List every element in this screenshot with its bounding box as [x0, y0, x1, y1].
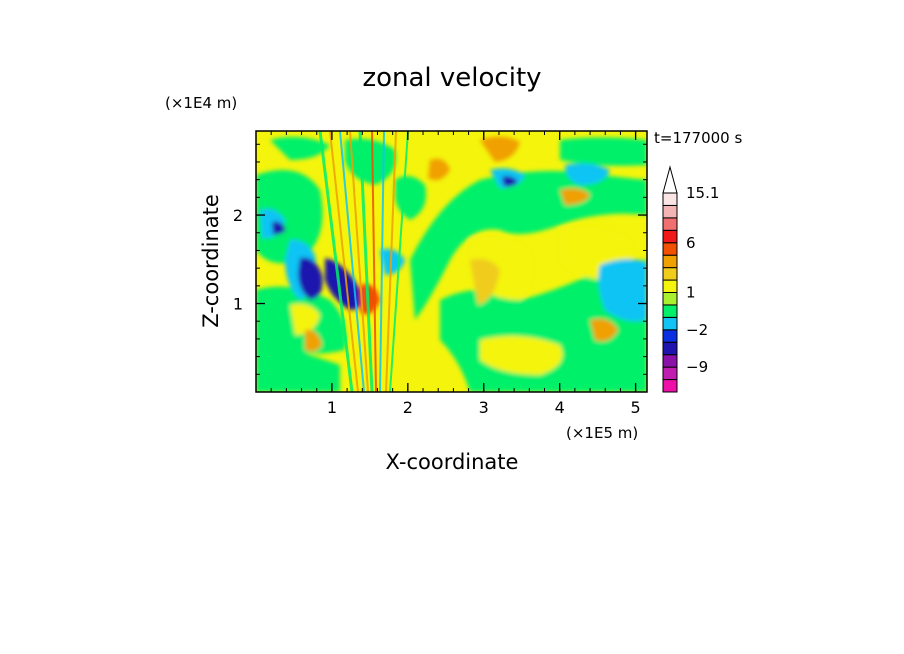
- colorbar-label: 15.1: [686, 184, 719, 202]
- colorbar-swatch: [662, 242, 678, 256]
- colorbar-swatch: [662, 292, 678, 306]
- colorbar-swatch: [662, 229, 678, 244]
- x-tick-label: 2: [403, 398, 413, 417]
- x-axis-label: X-coordinate: [386, 450, 519, 474]
- x-axis-unit: (×1E5 m): [566, 424, 638, 442]
- colorbar-swatch: [662, 254, 678, 269]
- colorbar-swatch: [662, 279, 678, 293]
- colorbar-label: 1: [686, 284, 696, 302]
- colorbar-label: −2: [686, 321, 708, 339]
- y-axis-unit: (×1E4 m): [165, 94, 237, 112]
- time-label: t=177000 s: [654, 129, 742, 147]
- colorbar: 15.1 6 1 −2 −9: [662, 165, 719, 393]
- x-tick-label: 4: [555, 398, 565, 417]
- x-tick-label: 3: [479, 398, 489, 417]
- x-tick-label: 5: [631, 398, 641, 417]
- colorbar-swatch: [662, 329, 678, 343]
- y-axis-label: Z-coordinate: [199, 194, 223, 328]
- x-tick-label: 1: [327, 398, 337, 417]
- colorbar-swatch: [662, 217, 678, 231]
- axes: 1 2 3 4 5 1 2: [233, 131, 647, 417]
- colorbar-swatch: [662, 354, 678, 368]
- colorbar-swatch: [662, 316, 678, 331]
- y-tick-label: 1: [233, 295, 243, 314]
- colorbar-swatch: [662, 304, 678, 318]
- colorbar-swatch: [662, 192, 678, 206]
- y-tick-label: 2: [233, 206, 243, 225]
- colorbar-swatch: [662, 366, 678, 381]
- velocity-field: [256, 131, 647, 392]
- colorbar-swatch: [662, 267, 678, 281]
- chart-title: zonal velocity: [362, 63, 541, 93]
- plot-frame: [255, 130, 648, 393]
- colorbar-label: 6: [686, 234, 696, 252]
- colorbar-label: −9: [686, 358, 708, 376]
- colorbar-swatch: [662, 341, 678, 356]
- colorbar-swatch: [662, 204, 678, 219]
- colorbar-swatch: [662, 379, 678, 393]
- colorbar-overflow-arrow: [662, 165, 678, 194]
